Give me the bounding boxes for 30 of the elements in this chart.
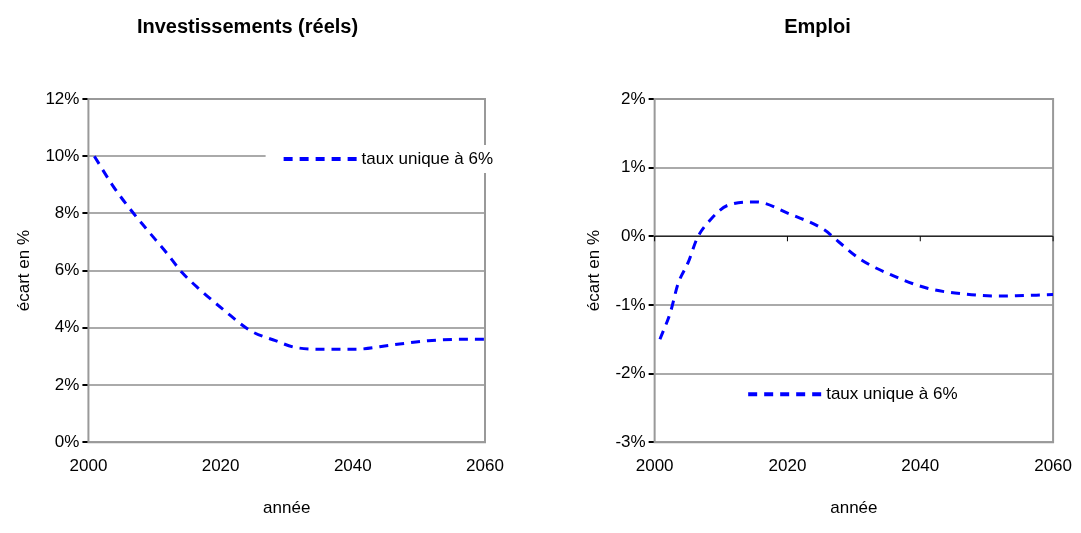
x-tick-label: 2060 [466,456,504,476]
legend-label: taux unique à 6% [361,148,494,168]
y-tick-label: 2% [621,88,646,108]
x-tick-label: 2000 [69,456,108,476]
y-tick-label: -3% [615,431,646,451]
line-series [658,200,1054,341]
y-tick-label: -1% [615,294,646,314]
y-tick-label: 8% [54,203,80,223]
y-tick-label: 2% [54,374,80,394]
y-tick-label: 10% [45,145,80,165]
y-tick-label: -2% [615,363,646,383]
x-tick-label: 2040 [901,456,940,476]
legend-label: taux unique à 6% [826,383,958,403]
y-tick-label: 0% [54,431,80,451]
y-tick-label: 4% [54,317,80,337]
x-tick-label: 2020 [768,456,807,476]
x-tick-label: 2040 [333,456,372,476]
x-tick-label: 2000 [635,456,674,476]
y-tick-label: 0% [621,225,646,245]
x-axis-title: année [830,498,878,518]
chart-title: Investissements (réels) [136,14,359,37]
y-axis-title: écart en % [583,229,603,312]
x-tick-label: 2020 [201,456,240,476]
y-tick-label: 12% [45,88,80,108]
y-tick-label: 6% [54,260,80,280]
chart-title: Emploi [784,14,851,37]
y-tick-label: 1% [621,157,646,177]
y-axis-title: écart en % [13,229,33,312]
x-tick-label: 2060 [1034,456,1072,476]
x-axis-title: année [263,498,311,518]
